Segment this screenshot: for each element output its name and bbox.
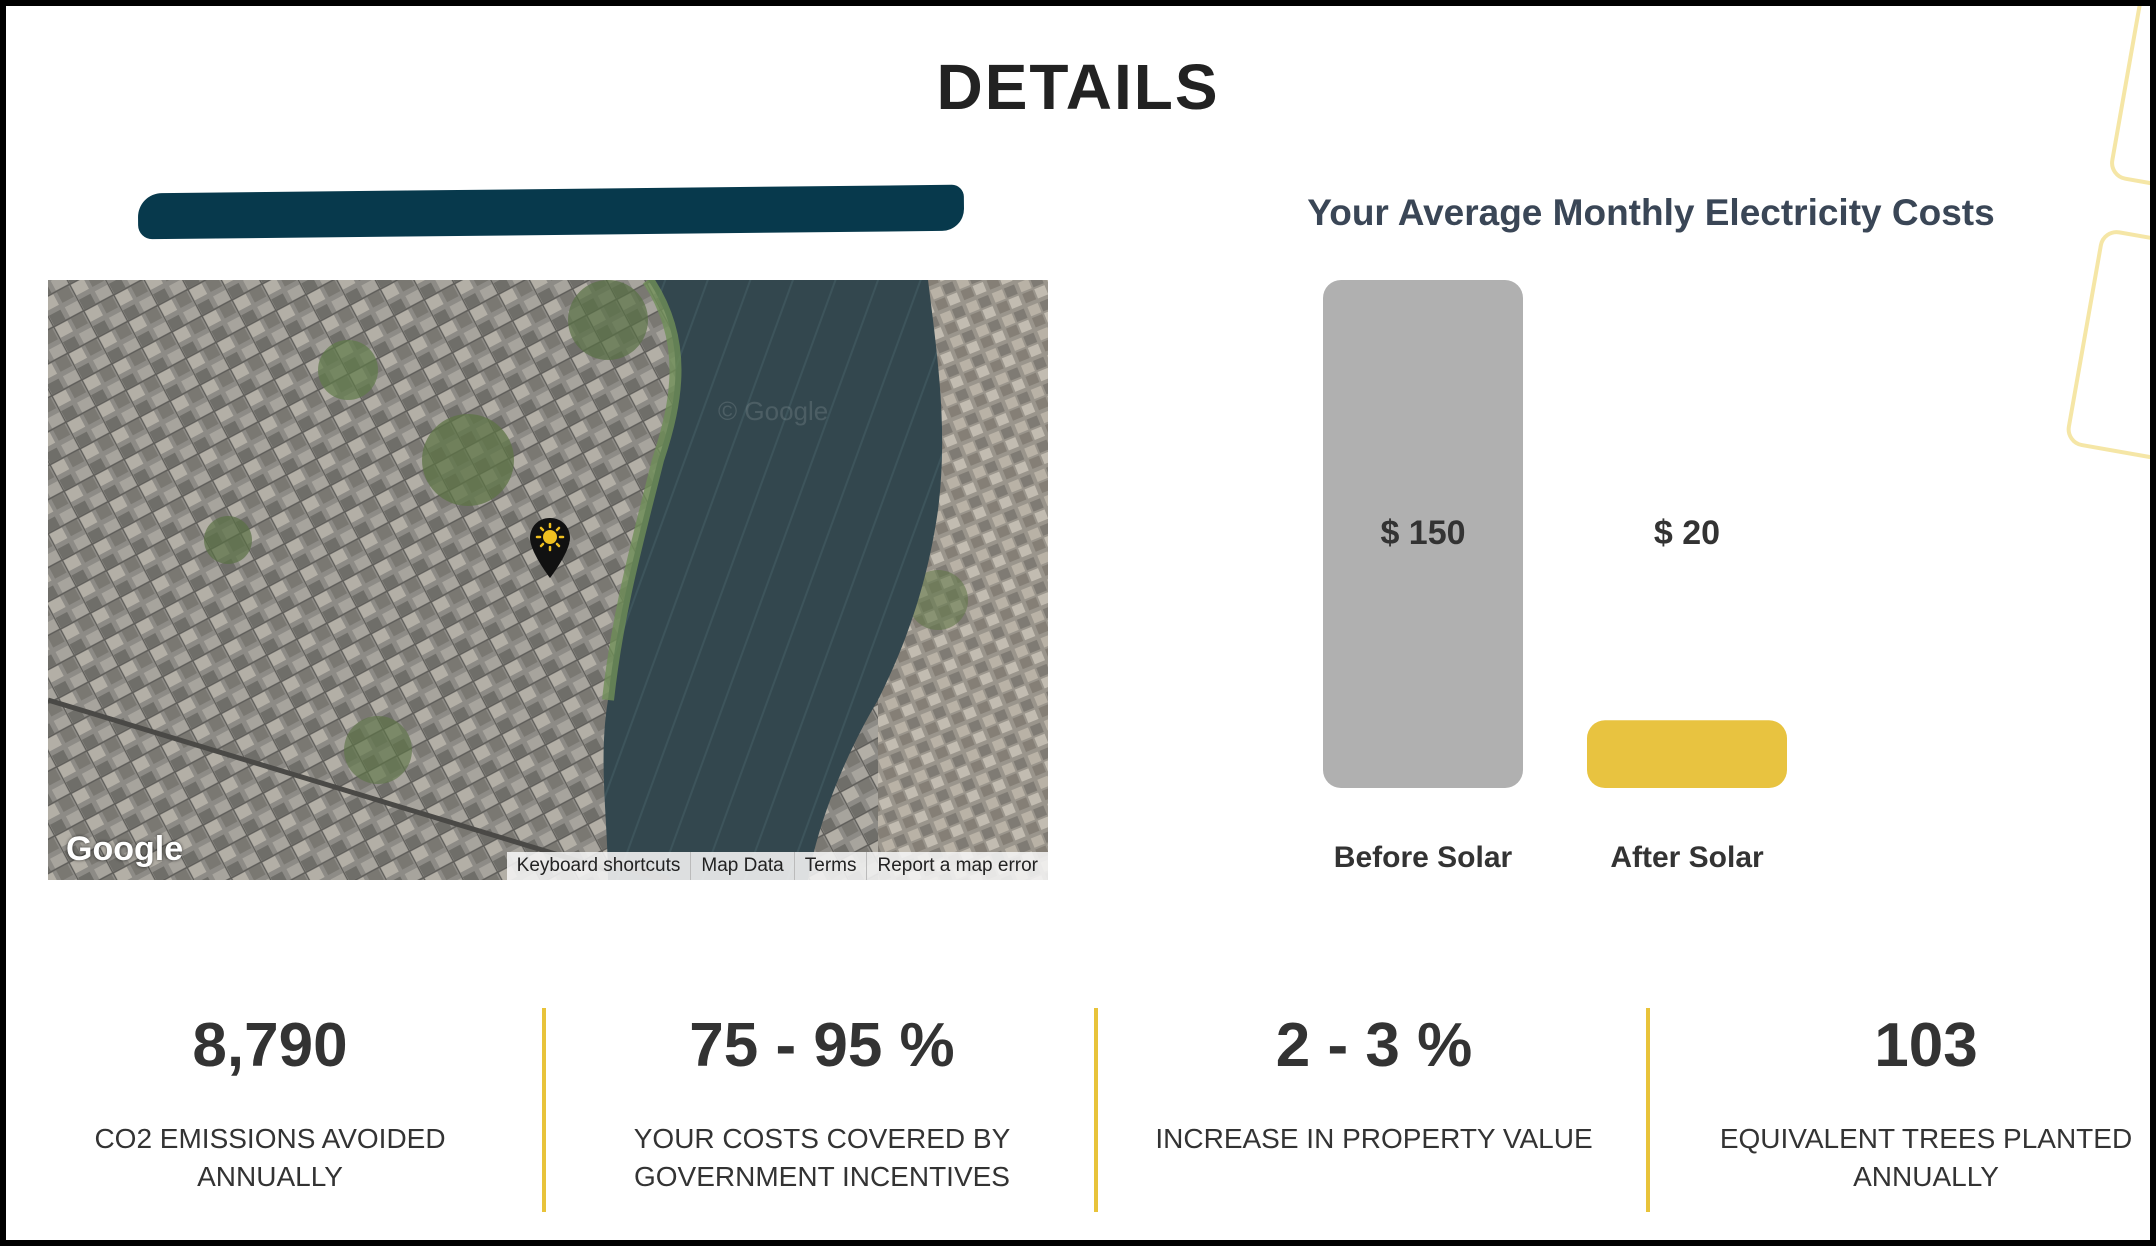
stat-trees: 103 EQUIVALENT TREES PLANTED ANNUALLY — [1666, 996, 2150, 1196]
stat-value: 8,790 — [192, 1011, 348, 1080]
redacted-address — [137, 184, 965, 240]
report-map-error-link[interactable]: Report a map error — [866, 852, 1048, 880]
keyboard-shortcuts-link[interactable]: Keyboard shortcuts — [516, 855, 681, 876]
google-logo[interactable]: Google — [66, 830, 184, 868]
decorative-outline-bottom — [2063, 227, 2150, 465]
value-label-before-solar: $ 150 — [1380, 514, 1465, 552]
map-watermark: © Google — [718, 396, 828, 426]
category-label-before-solar: Before Solar — [1334, 841, 1513, 874]
stat-label: EQUIVALENT TREES PLANTED ANNUALLY — [1719, 1123, 2133, 1192]
stat-divider — [542, 1008, 546, 1212]
map-attribution-bar: Keyboard shortcuts Map Data Terms Report… — [506, 852, 1048, 880]
stat-label: INCREASE IN PROPERTY VALUE — [1155, 1123, 1593, 1154]
bar-before-solar — [1323, 280, 1523, 788]
stat-incentives: 75 - 95 % YOUR COSTS COVERED BY GOVERNME… — [562, 996, 1082, 1196]
stat-co2: 8,790 CO2 EMISSIONS AVOIDED ANNUALLY — [10, 996, 530, 1196]
stat-divider — [1646, 1008, 1650, 1212]
electricity-cost-bar-chart: $ 150 $ 20 Before Solar After Solar — [1323, 280, 1787, 874]
map-data-link[interactable]: Map Data — [690, 852, 793, 880]
stat-divider — [1094, 1008, 1098, 1212]
satellite-map[interactable]: © Google Google Keyboard shortcuts Map D… — [48, 280, 1048, 880]
stat-property-value: 2 - 3 % INCREASE IN PROPERTY VALUE — [1114, 996, 1634, 1158]
terms-link[interactable]: Terms — [793, 852, 867, 880]
bar-after-solar — [1587, 720, 1787, 788]
page-title: DETAILS — [936, 51, 1220, 123]
stat-value: 75 - 95 % — [689, 1011, 955, 1080]
stat-label: YOUR COSTS COVERED BY GOVERNMENT INCENTI… — [633, 1123, 1011, 1192]
satellite-imagery[interactable]: © Google — [48, 280, 1048, 880]
category-label-after-solar: After Solar — [1610, 841, 1764, 874]
solar-sun-pin-icon[interactable] — [528, 516, 572, 580]
chart-title: Your Average Monthly Electricity Costs — [1307, 192, 1995, 233]
value-label-after-solar: $ 20 — [1654, 514, 1720, 552]
stat-value: 103 — [1874, 1011, 1978, 1080]
impact-stats: 8,790 CO2 EMISSIONS AVOIDED ANNUALLY 75 … — [6, 996, 2150, 1226]
stat-value: 2 - 3 % — [1275, 1011, 1473, 1080]
stat-label: CO2 EMISSIONS AVOIDED ANNUALLY — [94, 1123, 446, 1192]
